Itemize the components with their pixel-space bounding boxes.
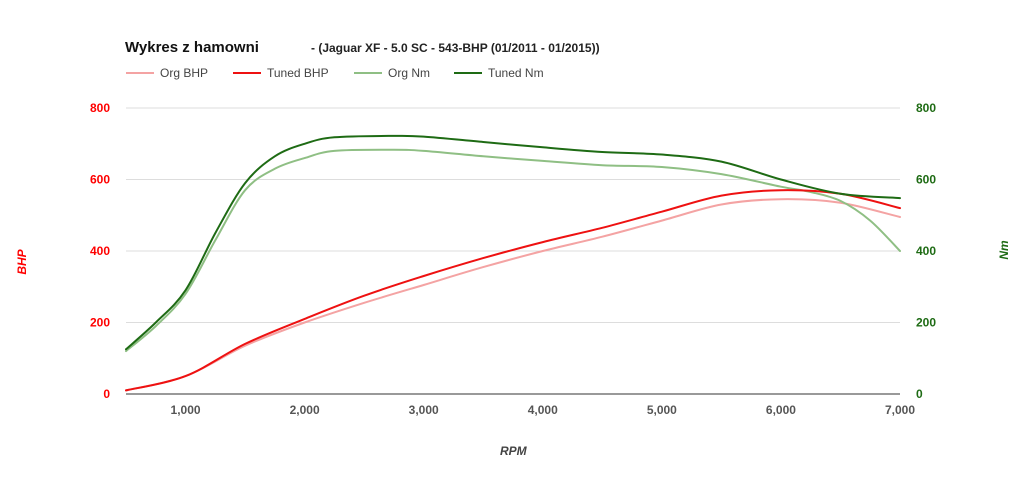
y-axis-right-title: Nm — [997, 240, 1011, 260]
y-left-tick-label: 200 — [90, 316, 110, 330]
grid-lines — [126, 107, 900, 395]
legend-label-org-bhp: Org BHP — [160, 66, 208, 80]
x-tick-label: 3,000 — [409, 403, 439, 417]
y-right-tick-label: 200 — [916, 316, 936, 330]
chart-subtitle: - (Jaguar XF - 5.0 SC - 543-BHP (01/2011… — [311, 41, 600, 55]
y-left-tick-label: 800 — [90, 101, 110, 115]
x-tick-label: 1,000 — [171, 403, 201, 417]
series-line-tuned-nm — [125, 134, 901, 351]
legend-label-tuned-bhp: Tuned BHP — [267, 66, 329, 80]
x-tick-label: 7,000 — [885, 403, 915, 417]
y-right-tick-label: 400 — [916, 244, 936, 258]
x-tick-label: 4,000 — [528, 403, 558, 417]
x-tick-label: 2,000 — [290, 403, 320, 417]
x-tick-label: 5,000 — [647, 403, 677, 417]
y-axis-left-title: BHP — [15, 248, 29, 274]
series-line-tuned-bhp — [125, 189, 901, 392]
y-left-tick-label: 400 — [90, 244, 110, 258]
y-left-tick-label: 0 — [103, 387, 110, 401]
chart-title: Wykres z hamowni — [125, 39, 259, 56]
x-tick-label: 6,000 — [766, 403, 796, 417]
tick-labels: 0 0 200 200 400 400 600 600 800 800 1,000 2,000 3,00… — [90, 101, 936, 417]
legend-label-org-nm: Org Nm — [388, 66, 430, 80]
y-left-tick-label: 600 — [90, 173, 110, 187]
y-right-tick-label: 0 — [916, 387, 923, 401]
legend: Org BHP Tuned BHP Org Nm Tuned Nm — [126, 66, 544, 80]
series-group — [125, 134, 901, 392]
y-right-tick-label: 800 — [916, 101, 936, 115]
y-right-tick-label: 600 — [916, 173, 936, 187]
legend-label-tuned-nm: Tuned Nm — [488, 66, 544, 80]
x-axis-title: RPM — [500, 444, 528, 458]
series-line-org-bhp — [125, 198, 901, 392]
